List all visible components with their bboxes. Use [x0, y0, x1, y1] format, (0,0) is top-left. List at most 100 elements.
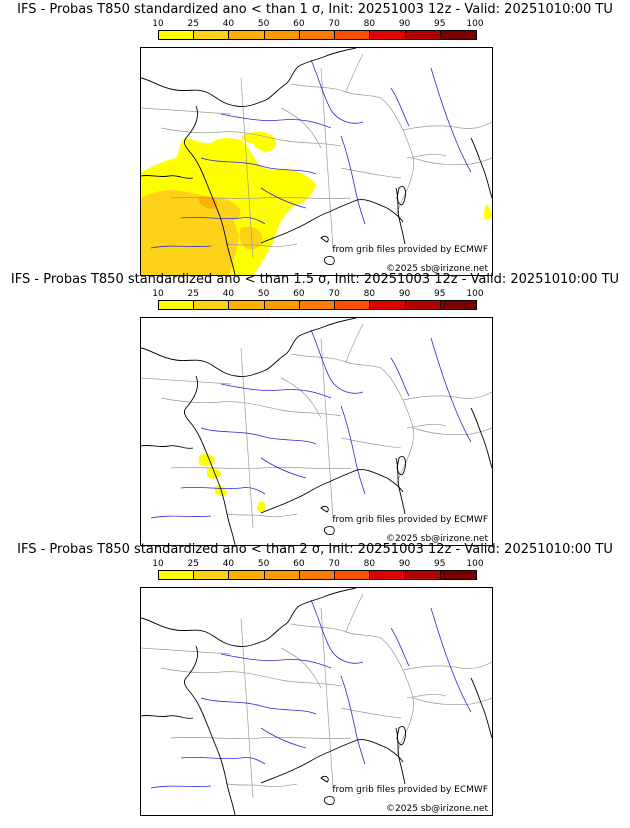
credit-source: from grib files provided by ECMWF [332, 245, 488, 255]
admin-border-line [320, 607, 334, 789]
colorbar-tick-label: 100 [466, 19, 484, 29]
probability-area [483, 204, 492, 220]
colorbar-swatch [335, 31, 371, 39]
forecast-panel: IFS - Probas T850 standardized ano < tha… [0, 270, 630, 546]
colorbar-tick-label: 60 [293, 19, 305, 29]
admin-border-line [280, 377, 322, 419]
colorbar-tick-label: 40 [222, 19, 235, 29]
panel-title: IFS - Probas T850 standardized ano < tha… [17, 2, 613, 17]
colorbar-tick-label: 95 [434, 289, 446, 299]
colorbar-tick-label: 10 [152, 19, 164, 29]
admin-border-line [141, 107, 232, 115]
credit-author: ©2025 sb@irizone.net [386, 264, 488, 274]
map-frame: from grib files provided by ECMWF ©2025 … [140, 47, 493, 276]
colorbar-swatch [264, 301, 300, 309]
river-line [260, 457, 307, 479]
coastline [386, 477, 404, 493]
river-line [150, 785, 212, 789]
admin-border-line [406, 423, 447, 429]
admin-border-line [170, 467, 352, 469]
admin-border-line [320, 337, 334, 519]
river-line [310, 599, 364, 664]
island [320, 505, 329, 513]
river-line [430, 337, 472, 443]
probability-area [207, 467, 221, 479]
panel-title: IFS - Probas T850 standardized ano < tha… [10, 272, 620, 287]
admin-border-line [226, 513, 298, 518]
colorbar-swatch [335, 571, 371, 579]
colorbar-tick-label: 40 [222, 289, 235, 299]
colorbar-tick-label: 50 [257, 19, 270, 29]
river-line [150, 515, 212, 519]
colorbar-swatch [440, 31, 476, 39]
river-line [220, 383, 332, 399]
colorbar-swatch [405, 31, 441, 39]
colorbar-tick-label: 60 [293, 559, 305, 569]
island [396, 726, 406, 746]
colorbar-tick-label: 90 [398, 19, 411, 29]
panel-title: IFS - Probas T850 standardized ano < tha… [17, 542, 613, 557]
colorbar-tick-label: 70 [328, 289, 340, 299]
island [324, 525, 335, 535]
admin-border-line [280, 107, 322, 149]
map-canvas [141, 48, 492, 275]
island [324, 795, 335, 805]
river-line [180, 757, 266, 765]
coastline [183, 375, 236, 545]
coastline [260, 469, 388, 514]
coastline [141, 174, 194, 179]
island [324, 255, 335, 265]
colorbar-tick-label: 40 [222, 559, 235, 569]
coastline [470, 677, 492, 739]
admin-border-line [170, 197, 352, 199]
admin-border-line [340, 707, 402, 719]
colorbar-swatch [440, 571, 476, 579]
admin-border-line [402, 661, 492, 671]
admin-border-line [406, 153, 447, 159]
colorbar-tick-label: 80 [363, 289, 376, 299]
river-line [430, 607, 472, 713]
coastline [141, 605, 300, 647]
admin-border-line [406, 693, 447, 699]
credit-author: ©2025 sb@irizone.net [386, 534, 488, 544]
map-frame: from grib files provided by ECMWF ©2025 … [140, 317, 493, 546]
probability-area [257, 501, 266, 513]
colorbar-swatch [299, 301, 336, 309]
river-line [260, 727, 307, 749]
coastline [386, 747, 404, 763]
admin-border-line [290, 83, 382, 99]
colorbar-swatch [229, 31, 265, 39]
coastline [386, 207, 404, 223]
coastline [260, 199, 388, 244]
river-line [220, 653, 332, 669]
admin-border-line [280, 647, 322, 689]
island [320, 775, 329, 783]
colorbar-tick-label: 25 [187, 19, 199, 29]
map-canvas [141, 318, 492, 545]
colorbar-tick-label: 95 [434, 19, 446, 29]
admin-border-line [402, 121, 492, 131]
colorbar-swatch [194, 301, 230, 309]
colorbar-swatch [159, 571, 195, 579]
admin-border-line [290, 623, 382, 639]
colorbar-swatch [335, 301, 371, 309]
admin-border-line [141, 647, 232, 655]
forecast-panel: IFS - Probas T850 standardized ano < tha… [0, 540, 630, 816]
colorbar-swatch [159, 31, 195, 39]
river-line [200, 427, 317, 445]
colorbar-tick-label: 100 [466, 289, 484, 299]
admin-border-line [226, 243, 298, 248]
colorbar-swatch [229, 301, 265, 309]
colorbar-tick-label: 50 [257, 289, 270, 299]
admin-border-line [345, 53, 364, 93]
colorbar [158, 30, 477, 40]
river-line [310, 59, 364, 124]
admin-border-line [340, 167, 402, 179]
colorbar-tick-label: 10 [152, 559, 164, 569]
coastline [141, 444, 194, 449]
admin-border-line [240, 347, 254, 529]
admin-border-line [290, 353, 382, 369]
river-line [200, 697, 317, 715]
coastline [183, 105, 236, 275]
colorbar-tick-label: 25 [187, 559, 199, 569]
